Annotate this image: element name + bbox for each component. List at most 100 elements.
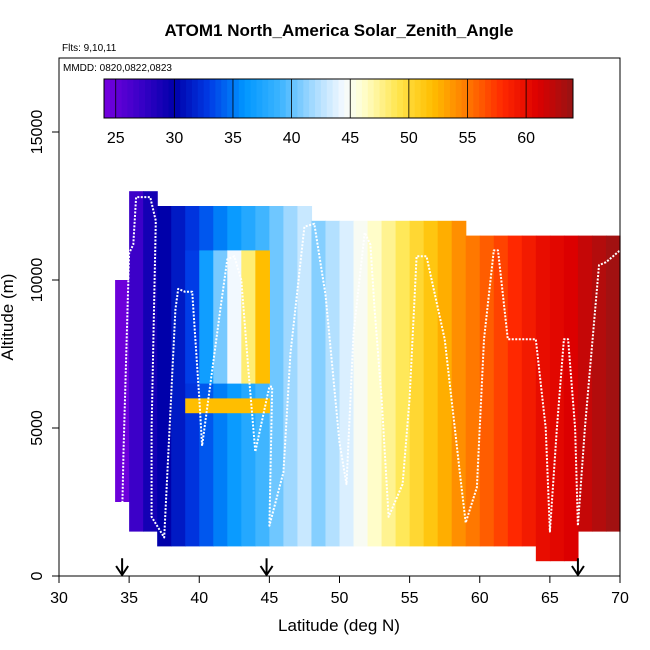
inner-strip-cell <box>255 398 270 414</box>
colorbar-swatch <box>326 79 334 118</box>
inner-strip-cell <box>241 398 256 414</box>
colorbar-swatch <box>414 79 422 118</box>
heat-cell <box>451 220 467 547</box>
heat-cell <box>577 235 593 532</box>
colorbar-swatch <box>309 79 316 118</box>
colorbar-swatch <box>508 79 515 118</box>
heat-cell <box>283 206 299 547</box>
colorbar-swatch <box>115 79 123 118</box>
colorbar-swatch <box>244 79 252 118</box>
colorbar-swatch <box>338 79 345 118</box>
colorbar-swatch <box>279 79 287 118</box>
colorbar-swatch <box>420 79 427 118</box>
colorbar-swatch <box>473 79 480 118</box>
heatmap-cells <box>115 191 621 562</box>
heat-cell <box>339 220 355 547</box>
heat-cell <box>297 206 313 547</box>
heat-cell <box>563 235 579 562</box>
x-tick-label: 50 <box>331 590 349 607</box>
colorbar-swatch <box>127 79 134 118</box>
colorbar-swatch <box>426 79 433 118</box>
colorbar-tick-label: 30 <box>165 130 183 147</box>
colorbar-swatch <box>191 79 199 118</box>
inner-strip-cell <box>213 398 228 414</box>
colorbar-swatch <box>262 79 269 118</box>
colorbar-swatch <box>479 79 486 118</box>
colorbar-swatch <box>145 79 152 118</box>
chart-title: ATOM1 North_America Solar_Zenith_Angle <box>165 21 514 40</box>
colorbar-swatch <box>139 79 146 118</box>
colorbar-swatch <box>555 79 562 118</box>
colorbar-frame <box>103 78 574 119</box>
x-tick-label: 55 <box>401 590 419 607</box>
heat-cell <box>479 235 495 547</box>
heat-cell <box>507 235 523 547</box>
colorbar-swatch <box>303 79 310 118</box>
axes: 30 35 40 45 50 55 60 65 70 0 5000 10000 15000 <box>29 110 629 607</box>
colorbar-swatch <box>274 79 281 118</box>
colorbar-swatch <box>215 79 222 118</box>
heat-cell <box>115 280 130 502</box>
colorbar-swatch <box>361 79 369 118</box>
x-tick-label: 40 <box>190 590 208 607</box>
heat-cell <box>129 191 144 532</box>
y-tick-label: 0 <box>29 571 46 580</box>
colorbar-swatch <box>197 79 205 118</box>
colorbar-swatch <box>461 79 468 118</box>
inner-panel-cell <box>199 250 214 384</box>
colorbar-swatch <box>520 79 527 118</box>
colorbar-swatch <box>174 79 181 118</box>
colorbar-swatch <box>455 79 463 118</box>
x-tick-label: 60 <box>471 590 489 607</box>
colorbar-swatch <box>203 79 211 118</box>
marker-arrow-head <box>571 565 585 577</box>
colorbar-swatch <box>186 79 193 118</box>
colorbar-swatch <box>449 79 457 118</box>
colorbar-tick-label: 45 <box>341 130 359 147</box>
colorbar-swatch <box>408 79 416 118</box>
heat-cell <box>269 206 284 547</box>
colorbar-tick-label: 60 <box>517 130 535 147</box>
colorbar-swatch <box>531 79 539 118</box>
y-axis-label: Altitude (m) <box>0 274 17 361</box>
colorbar-swatch <box>227 79 234 118</box>
x-tick-label: 30 <box>50 590 68 607</box>
colorbar-swatch <box>561 79 568 118</box>
colorbar-swatch <box>109 79 117 118</box>
colorbar-tick-label: 50 <box>400 130 418 147</box>
colorbar-swatch <box>367 79 375 118</box>
colorbar-tick-label: 55 <box>459 130 477 147</box>
flight-track <box>121 196 621 539</box>
colorbar-swatch <box>514 79 521 118</box>
colorbar-swatch <box>432 79 439 118</box>
colorbar-swatch <box>268 79 275 118</box>
heat-cell <box>395 220 411 547</box>
colorbar-swatch <box>320 79 328 118</box>
heat-cell <box>521 235 537 547</box>
x-tick-label: 35 <box>120 590 138 607</box>
heat-cell <box>367 220 383 547</box>
colorbar-swatch <box>209 79 216 118</box>
colorbar-swatch <box>180 79 187 118</box>
heat-cell <box>381 220 397 547</box>
colorbar-swatch <box>485 79 492 118</box>
x-tick-label: 65 <box>541 590 559 607</box>
heat-cell <box>353 220 369 547</box>
heat-cell <box>437 220 453 547</box>
colorbar-swatch <box>238 79 246 118</box>
colorbar-swatch <box>297 79 304 118</box>
colorbar-swatch <box>133 79 140 118</box>
colorbar-swatch <box>162 79 169 118</box>
colorbar-swatch <box>285 79 293 118</box>
heat-cell <box>591 235 607 532</box>
heat-cell <box>409 220 425 547</box>
colorbar-swatch <box>256 79 263 118</box>
colorbar-swatch <box>526 79 533 118</box>
colorbar-swatch <box>156 79 164 118</box>
colorbar-swatch <box>121 79 128 118</box>
colorbar-swatch <box>397 79 404 118</box>
colorbar-swatch <box>467 79 474 118</box>
heat-cell <box>143 191 158 532</box>
x-axis-label: Latitude (deg N) <box>278 616 400 635</box>
